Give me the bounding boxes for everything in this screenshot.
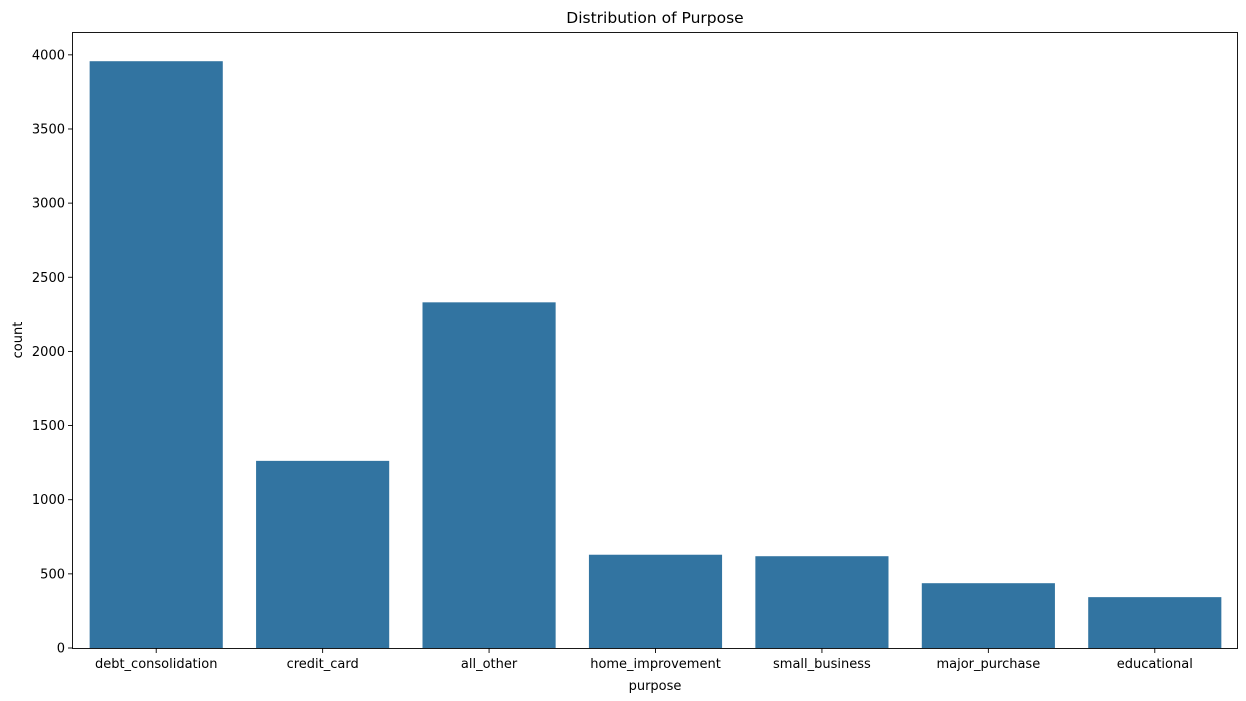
bar-major-purchase bbox=[921, 583, 1055, 648]
x-tick-label: educational bbox=[1117, 657, 1193, 672]
x-axis-ticks: debt_consolidation credit_card all_other ho… bbox=[95, 648, 1193, 672]
bar-credit-card bbox=[256, 460, 390, 648]
bar-educational bbox=[1088, 597, 1222, 648]
x-tick-label: debt_consolidation bbox=[95, 657, 218, 672]
y-axis-label: count bbox=[11, 322, 26, 359]
y-tick-label: 1000 bbox=[32, 493, 65, 508]
bar-debt-consolidation bbox=[89, 61, 223, 648]
x-tick-label: credit_card bbox=[287, 657, 359, 672]
x-tick-label: small_business bbox=[773, 657, 871, 672]
bar-all-other bbox=[422, 302, 556, 648]
bar-home-improvement bbox=[588, 554, 723, 648]
plot-frame bbox=[72, 32, 1238, 649]
y-tick-label: 2000 bbox=[32, 345, 65, 360]
chart-title: Distribution of Purpose bbox=[566, 9, 743, 27]
x-tick-label: all_other bbox=[461, 657, 518, 672]
y-tick-label: 4000 bbox=[32, 48, 65, 63]
y-tick-label: 2500 bbox=[32, 271, 65, 286]
y-tick-label: 0 bbox=[57, 642, 65, 657]
x-tick-label: home_improvement bbox=[590, 657, 721, 672]
x-tick-label: major_purchase bbox=[936, 657, 1040, 672]
bar-small-business bbox=[755, 556, 889, 648]
x-axis-label: purpose bbox=[629, 679, 682, 694]
bars-group bbox=[89, 61, 1222, 648]
y-tick-label: 3500 bbox=[32, 122, 65, 137]
y-tick-label: 1500 bbox=[32, 419, 65, 434]
y-axis-ticks: 0 500 1000 1500 2000 2500 3000 3500 4000 bbox=[32, 48, 73, 657]
y-tick-label: 500 bbox=[40, 567, 65, 582]
y-tick-label: 3000 bbox=[32, 197, 65, 212]
